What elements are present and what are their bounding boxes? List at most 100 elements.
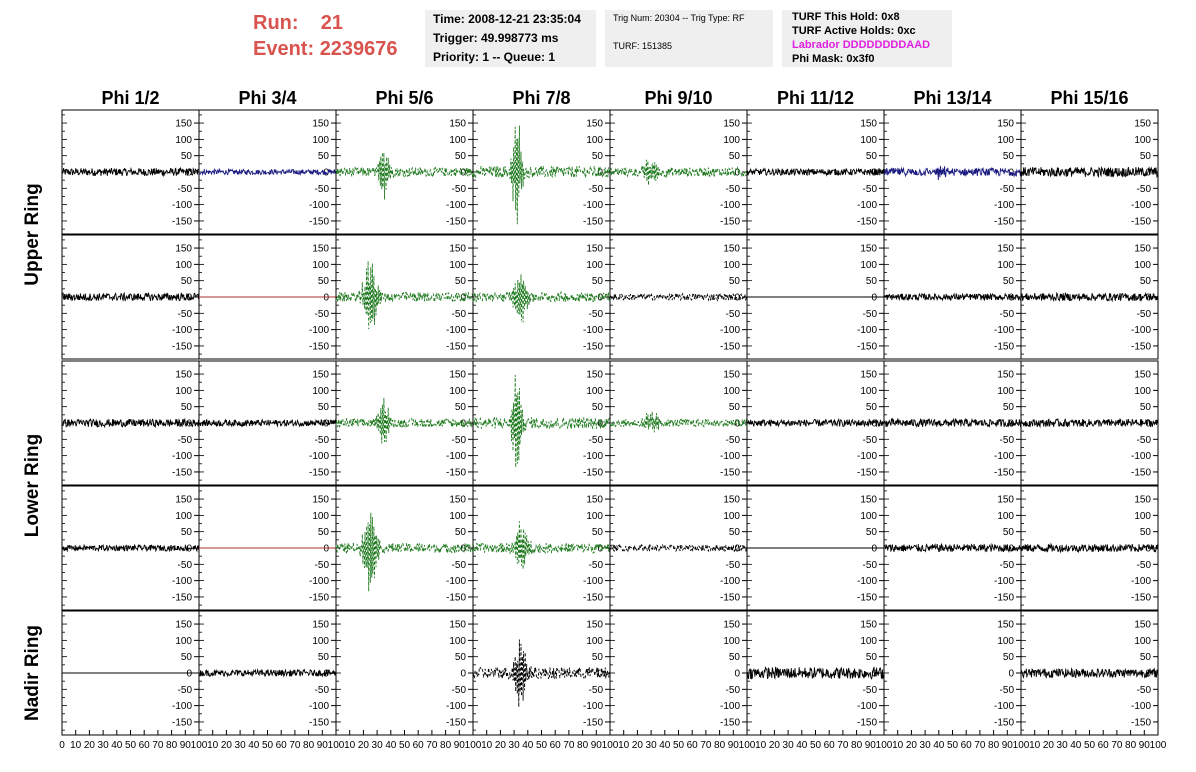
x-tick-label: 40	[385, 740, 397, 751]
x-tick-label: 80	[1125, 740, 1137, 751]
ring-label: Upper Ring	[22, 183, 43, 285]
x-tick-label: 30	[1057, 740, 1069, 751]
y-tick-label: 150	[723, 119, 740, 130]
y-tick-label: 50	[318, 402, 330, 413]
y-tick-label: 50	[592, 402, 604, 413]
y-tick-label: -100	[583, 200, 603, 211]
y-tick-label: 100	[312, 386, 329, 397]
y-tick-label: 0	[734, 669, 740, 680]
y-tick-label: -150	[720, 592, 740, 603]
x-tick-label: 30	[372, 740, 384, 751]
x-tick-label: 40	[796, 740, 808, 751]
y-tick-label: -100	[583, 701, 603, 712]
y-tick-label: -150	[1131, 592, 1151, 603]
y-tick-label: -100	[172, 701, 192, 712]
y-tick-label: -150	[1131, 216, 1151, 227]
column-title: Phi 1/2	[101, 88, 159, 108]
y-tick-label: 150	[175, 119, 192, 130]
priority-text: Priority: 1 -- Queue: 1	[433, 50, 556, 64]
y-tick-label: -100	[720, 451, 740, 462]
y-tick-label: 50	[318, 527, 330, 538]
y-tick-label: -50	[452, 309, 467, 320]
waveform-trace	[335, 512, 474, 592]
y-tick-label: 150	[723, 370, 740, 381]
waveform-trace	[472, 374, 611, 468]
y-tick-label: 150	[1134, 620, 1151, 631]
y-tick-label: -50	[863, 685, 878, 696]
y-tick-label: -150	[446, 467, 466, 478]
waveform-trace	[472, 125, 611, 225]
y-tick-label: -150	[994, 216, 1014, 227]
x-tick-label: 60	[824, 740, 836, 751]
x-tick-label: 90	[317, 740, 329, 751]
ring-label: Lower Ring	[22, 434, 43, 537]
y-tick-label: 150	[1134, 244, 1151, 255]
y-tick-label: 100	[449, 135, 466, 146]
y-tick-label: 50	[1140, 276, 1152, 287]
y-tick-label: -50	[726, 184, 741, 195]
x-tick-label: 40	[1070, 740, 1082, 751]
run-label: Run:	[253, 12, 299, 34]
x-tick-label: 100	[876, 740, 893, 751]
x-tick-label: 20	[221, 740, 233, 751]
y-tick-label: -100	[172, 325, 192, 336]
x-tick-label: 70	[563, 740, 575, 751]
x-tick-label: 90	[454, 740, 466, 751]
x-tick-label: 50	[262, 740, 274, 751]
y-tick-label: -50	[178, 685, 193, 696]
y-tick-label: 150	[997, 244, 1014, 255]
y-tick-label: 150	[997, 495, 1014, 506]
y-tick-label: 100	[723, 636, 740, 647]
y-tick-label: 50	[1003, 652, 1015, 663]
y-tick-label: -150	[446, 341, 466, 352]
y-tick-label: 0	[323, 544, 329, 555]
y-tick-label: 50	[1003, 276, 1015, 287]
y-tick-label: -150	[1131, 467, 1151, 478]
y-tick-label: 0	[734, 293, 740, 304]
y-tick-label: -50	[178, 309, 193, 320]
y-tick-label: -100	[857, 576, 877, 587]
y-tick-label: -150	[1131, 341, 1151, 352]
y-tick-label: 100	[1134, 386, 1151, 397]
y-tick-label: 50	[1140, 151, 1152, 162]
waveform-trace	[335, 260, 474, 330]
y-tick-label: -100	[994, 576, 1014, 587]
y-tick-label: 0	[1008, 544, 1014, 555]
y-tick-label: -100	[172, 451, 192, 462]
x-tick-label: 100	[191, 740, 208, 751]
y-tick-label: 0	[1145, 293, 1151, 304]
y-tick-label: 100	[449, 511, 466, 522]
y-tick-label: 100	[723, 135, 740, 146]
y-tick-label: -50	[863, 184, 878, 195]
y-tick-label: 50	[181, 151, 193, 162]
y-tick-label: -150	[446, 216, 466, 227]
y-tick-label: 150	[723, 620, 740, 631]
y-tick-label: 50	[729, 151, 741, 162]
y-tick-label: 100	[997, 636, 1014, 647]
y-tick-label: 100	[1134, 135, 1151, 146]
waveform-trace	[1020, 667, 1159, 679]
y-tick-label: -150	[172, 717, 192, 728]
y-tick-label: -150	[172, 592, 192, 603]
y-tick-label: -100	[1131, 325, 1151, 336]
y-tick-label: 0	[1145, 419, 1151, 430]
y-tick-label: 150	[312, 370, 329, 381]
y-tick-label: 50	[866, 151, 878, 162]
event-value: 2239676	[319, 38, 398, 60]
x-tick-label: 60	[276, 740, 288, 751]
x-tick-label: 80	[166, 740, 178, 751]
y-tick-label: -150	[720, 717, 740, 728]
run-value: 21	[320, 12, 344, 34]
y-tick-label: -100	[172, 576, 192, 587]
y-tick-label: -50	[589, 435, 604, 446]
y-tick-label: -150	[857, 467, 877, 478]
y-tick-label: -50	[863, 435, 878, 446]
y-tick-label: 150	[449, 620, 466, 631]
y-tick-label: -150	[309, 467, 329, 478]
y-tick-label: -50	[1137, 685, 1152, 696]
x-tick-label: 30	[509, 740, 521, 751]
y-tick-label: -150	[994, 341, 1014, 352]
y-tick-label: 100	[860, 511, 877, 522]
y-tick-label: 50	[592, 151, 604, 162]
phi-mask-text: Phi Mask: 0x3f0	[792, 53, 875, 65]
